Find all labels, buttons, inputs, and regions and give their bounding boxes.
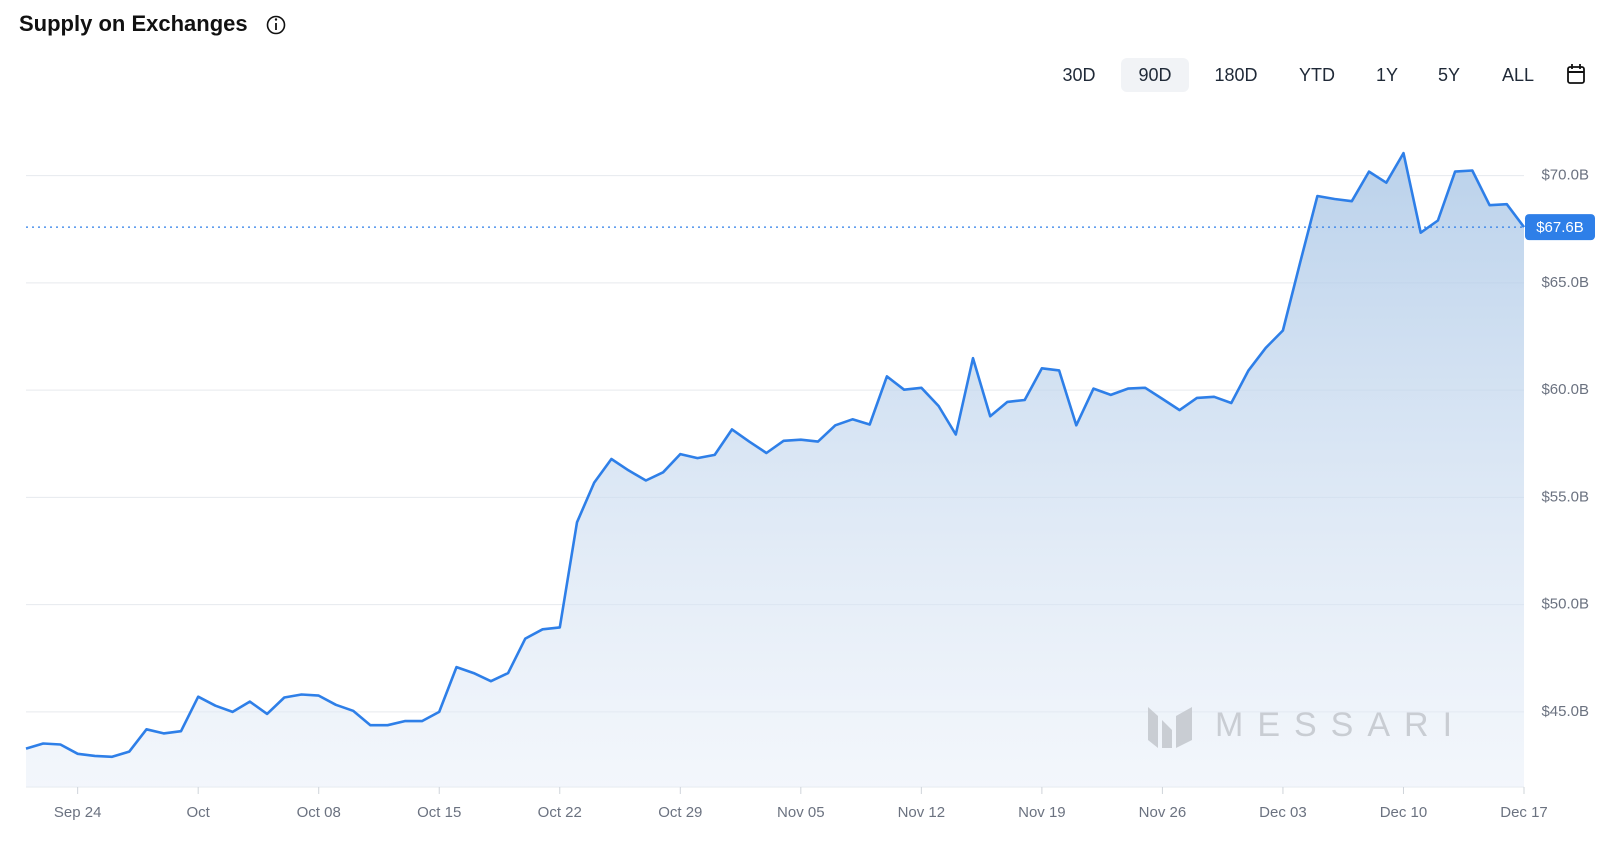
x-tick-label: Dec 17 [1500,804,1548,821]
watermark-logo [1148,707,1192,748]
x-tick-label: Oct 22 [538,804,582,821]
x-tick-label: Nov 12 [898,804,946,821]
area-fill [26,153,1524,788]
x-tick-label: Dec 03 [1259,804,1307,821]
chart-title: Supply on Exchanges [19,11,248,36]
calendar-icon[interactable] [1567,64,1585,84]
x-tick-label: Nov 05 [777,804,825,821]
y-tick-label: $70.0B [1541,167,1589,184]
y-tick-label: $55.0B [1541,488,1589,505]
x-tick-label: Oct 29 [658,804,702,821]
range-button[interactable]: ALL [1502,65,1534,85]
y-tick-label: $60.0B [1541,381,1589,398]
x-tick-label: Dec 10 [1380,804,1428,821]
y-tick-label: $45.0B [1541,703,1589,720]
y-tick-label: $65.0B [1541,274,1589,291]
x-tick-label: Sep 24 [54,804,102,821]
info-icon[interactable] [266,15,286,35]
current-value-badge [1525,214,1595,241]
watermark: MESSARI [1215,706,1466,744]
range-button-bg[interactable] [1121,58,1189,92]
range-button[interactable]: 90D [1138,65,1171,85]
x-tick-label: Nov 19 [1018,804,1066,821]
range-button[interactable]: 1Y [1376,65,1398,85]
x-tick-label: Nov 26 [1139,804,1187,821]
x-tick-label: Oct 08 [297,804,341,821]
current-value-label: $67.6B [1536,219,1584,236]
range-button[interactable]: 5Y [1438,65,1460,85]
range-button[interactable]: 30D [1062,65,1095,85]
line [25,151,1526,759]
x-tick-label: Oct 15 [417,804,461,821]
y-tick-label: $50.0B [1541,596,1589,613]
range-button[interactable]: YTD [1299,65,1335,85]
range-button[interactable]: 180D [1214,65,1257,85]
x-tick-label: Oct [187,804,211,821]
